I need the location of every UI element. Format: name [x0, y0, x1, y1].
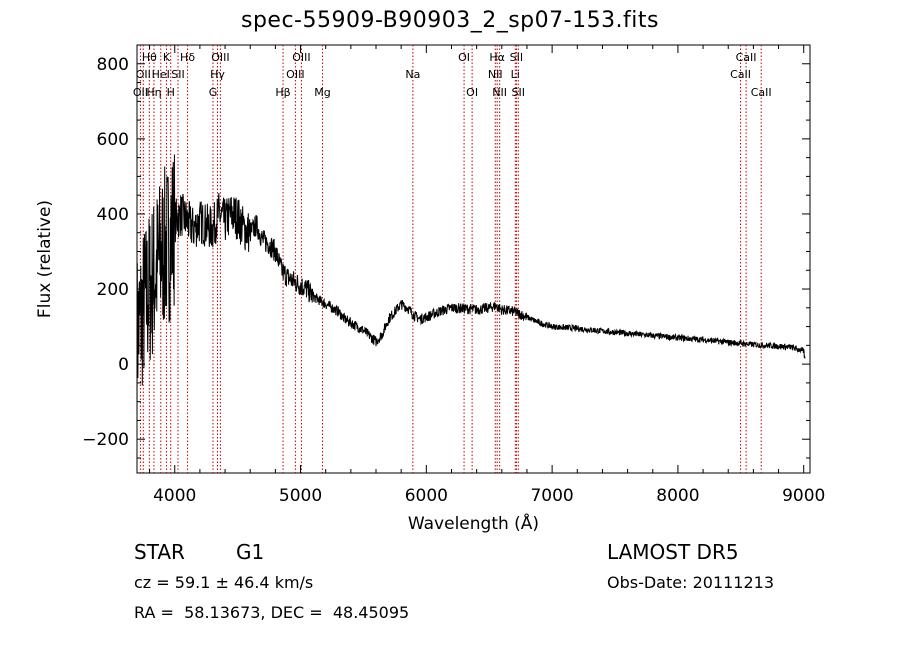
line-label-8: Hδ — [180, 51, 195, 64]
line-label-15: Mg — [314, 86, 330, 99]
x-tick-label-0: 4000 — [153, 486, 196, 506]
y-axis-label: Flux (relative) — [35, 200, 55, 318]
line-label-17: OI — [458, 51, 470, 64]
line-label-10: Hγ — [210, 68, 225, 81]
object-subclass: G1 — [236, 540, 265, 564]
line-label-24: SII — [512, 86, 525, 99]
line-label-12: Hβ — [275, 86, 290, 99]
line-label-22: Li — [511, 68, 520, 81]
line-label-9: G — [209, 86, 218, 99]
line-label-20: Hα — [489, 51, 505, 64]
line-label-27: CaII — [751, 86, 772, 99]
redshift-velocity: cz = 59.1 ± 46.4 km/s — [134, 573, 314, 592]
line-label-23: SII — [510, 51, 523, 64]
line-label-11: OIII — [211, 51, 229, 64]
line-label-26: CaII — [736, 51, 757, 64]
line-label-25: CaII — [730, 68, 751, 81]
x-tick-label-4: 8000 — [656, 486, 699, 506]
line-label-19: NII — [488, 68, 503, 81]
y-tick-label-5: 800 — [97, 55, 129, 75]
y-tick-label-0: −200 — [82, 430, 129, 450]
line-label-5: K — [163, 51, 171, 64]
line-label-13: OIII — [286, 68, 304, 81]
line-label-18: OI — [466, 86, 478, 99]
chart-title: spec-55909-B90903_2_sp07-153.fits — [241, 8, 659, 33]
line-label-6: H — [167, 86, 175, 99]
line-label-7: SII — [171, 68, 184, 81]
line-label-16: Na — [405, 68, 420, 81]
plot-frame — [136, 44, 811, 474]
x-tick-label-3: 7000 — [530, 486, 573, 506]
line-label-2: Hθ — [142, 51, 157, 64]
line-label-14: OIII — [292, 51, 310, 64]
observation-date: Obs-Date: 20111213 — [607, 573, 775, 592]
line-label-1: OII — [136, 68, 151, 81]
y-tick-label-4: 600 — [97, 130, 129, 150]
line-label-0: OII — [133, 86, 148, 99]
y-tick-label-1: 0 — [118, 355, 129, 375]
spectrum-line — [136, 154, 806, 417]
line-label-3: Hη — [146, 86, 161, 99]
x-tick-label-5: 9000 — [782, 486, 825, 506]
line-label-4: HeI — [152, 68, 170, 81]
x-axis-label: Wavelength (Å) — [408, 512, 539, 534]
ra-dec-coordinates: RA = 58.13673, DEC = 48.45095 — [134, 603, 410, 622]
object-class: STAR — [134, 540, 185, 564]
x-tick-label-1: 5000 — [279, 486, 322, 506]
line-label-21: NII — [492, 86, 507, 99]
y-tick-label-2: 200 — [97, 280, 129, 300]
x-tick-label-2: 6000 — [405, 486, 448, 506]
y-tick-label-3: 400 — [97, 205, 129, 225]
survey-name: LAMOST DR5 — [607, 540, 739, 564]
